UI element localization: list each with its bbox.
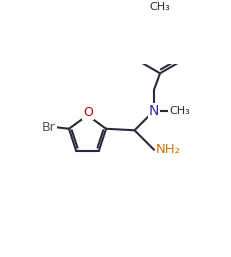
- Text: NH₂: NH₂: [155, 143, 180, 156]
- Text: CH₃: CH₃: [149, 2, 170, 12]
- Text: CH₃: CH₃: [168, 106, 189, 116]
- Text: Br: Br: [42, 121, 55, 134]
- Text: O: O: [83, 106, 93, 119]
- Text: N: N: [148, 104, 158, 118]
